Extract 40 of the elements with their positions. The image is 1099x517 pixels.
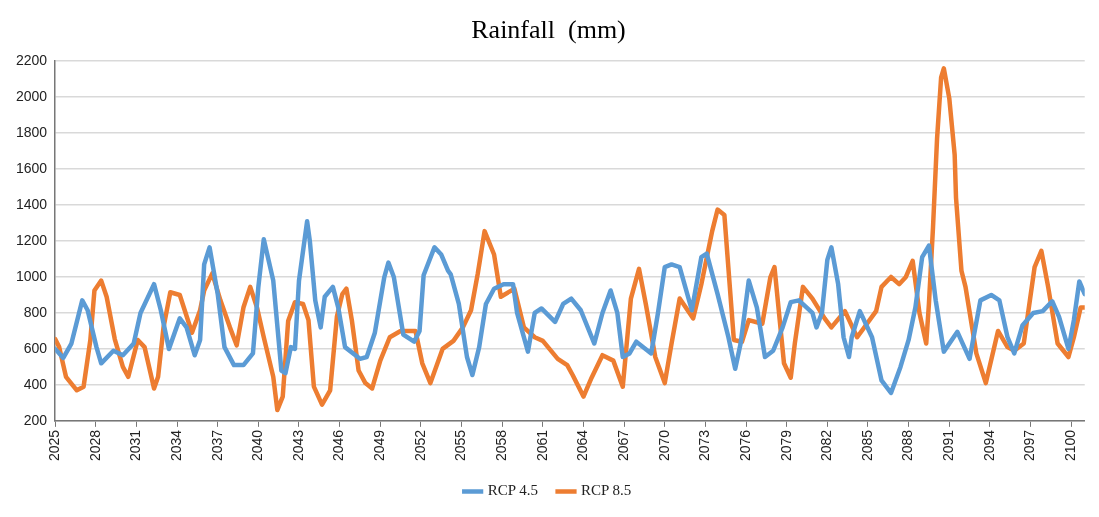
x-tick-label: 2049 xyxy=(371,429,388,462)
x-tick-label: 2052 xyxy=(411,429,428,462)
x-tick-label: 2037 xyxy=(208,429,225,462)
y-tick-label: 1800 xyxy=(15,123,48,140)
y-tick-label: 1000 xyxy=(15,267,48,284)
x-tick-label: 2064 xyxy=(574,429,591,462)
x-tick-label: 2043 xyxy=(289,429,306,462)
y-tick-label: 2000 xyxy=(15,88,48,105)
y-tick-label: 1200 xyxy=(15,231,48,248)
x-tick-label: 2040 xyxy=(249,429,266,462)
y-tick-label: 200 xyxy=(23,411,48,428)
x-tick-label: 2085 xyxy=(858,429,875,462)
x-tick-label: 2088 xyxy=(899,429,916,462)
y-tick-label: 1600 xyxy=(15,159,48,176)
x-tick-label: 2046 xyxy=(330,429,347,462)
x-tick-label: 2025 xyxy=(46,429,62,462)
x-tick-label: 2067 xyxy=(614,429,631,462)
legend-label: RCP 8.5 xyxy=(581,482,632,499)
x-tick-label: 2031 xyxy=(127,429,144,462)
y-tick-label: 400 xyxy=(23,375,48,392)
x-tick-label: 2076 xyxy=(736,429,753,462)
legend-label: RCP 4.5 xyxy=(487,482,538,499)
x-tick-label: 2094 xyxy=(980,429,997,462)
x-tick-label: 2055 xyxy=(452,429,469,462)
x-tick-label: 2061 xyxy=(533,429,550,462)
x-tick-label: 2034 xyxy=(167,429,184,462)
x-tick-label: 2091 xyxy=(940,429,957,462)
x-tick-label: 2073 xyxy=(696,429,713,462)
x-tick-label: 2058 xyxy=(493,429,510,462)
x-tick-label: 2028 xyxy=(86,429,103,462)
chart-title: Rainfall (mm) xyxy=(471,15,626,45)
y-tick-label: 1400 xyxy=(15,195,48,212)
x-tick-label: 2100 xyxy=(1062,429,1079,462)
y-tick-label: 600 xyxy=(23,339,48,356)
y-tick-label: 800 xyxy=(23,303,48,320)
x-tick-label: 2070 xyxy=(655,429,672,462)
x-tick-label: 2079 xyxy=(777,429,794,462)
x-tick-label: 2097 xyxy=(1021,429,1038,462)
x-tick-label: 2082 xyxy=(818,429,835,462)
y-tick-label: 2200 xyxy=(15,52,48,69)
